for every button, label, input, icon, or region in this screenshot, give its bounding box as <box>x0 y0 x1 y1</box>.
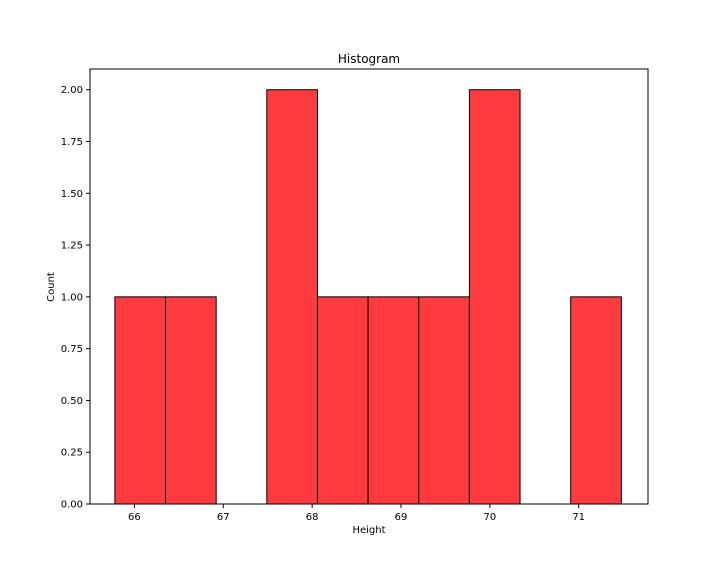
x-tick-label: 66 <box>128 512 141 523</box>
histogram-bar-1 <box>165 296 217 505</box>
x-tick-label: 67 <box>217 512 230 523</box>
y-tick-label: 0.25 <box>61 448 83 459</box>
histogram-bar-4 <box>316 296 369 505</box>
x-tick-label: 68 <box>306 512 319 523</box>
y-tick-label: 1.75 <box>61 137 83 148</box>
histogram-bar-9 <box>570 296 622 505</box>
histogram-bar-5 <box>367 296 420 505</box>
histogram-bar-0 <box>114 296 167 505</box>
x-axis-label: Height <box>352 525 385 536</box>
plot-frame <box>89 68 649 505</box>
bars-group <box>114 89 622 505</box>
x-tick-label: 69 <box>395 512 408 523</box>
x-axis-ticks: 66 67 68 69 70 71 <box>128 504 585 523</box>
y-tick-label: 2.00 <box>61 85 83 96</box>
x-tick-label: 70 <box>483 512 496 523</box>
y-tick-label: 0.00 <box>61 500 83 511</box>
y-tick-label: 0.50 <box>61 396 83 407</box>
x-tick-label: 71 <box>572 512 585 523</box>
chart-title: Histogram <box>338 52 400 66</box>
y-axis-label: Count <box>46 272 57 302</box>
y-tick-label: 1.00 <box>61 292 83 303</box>
y-axis-ticks: 0.00 0.25 0.50 0.75 1.00 1.25 1.50 1.75 2.00 <box>61 85 90 511</box>
y-tick-label: 0.75 <box>61 344 83 355</box>
histogram-bar-7 <box>468 89 521 505</box>
histogram-bar-6 <box>418 296 470 505</box>
y-tick-label: 1.50 <box>61 189 83 200</box>
histogram-bar-3 <box>266 89 318 505</box>
y-tick-label: 1.25 <box>61 241 83 252</box>
